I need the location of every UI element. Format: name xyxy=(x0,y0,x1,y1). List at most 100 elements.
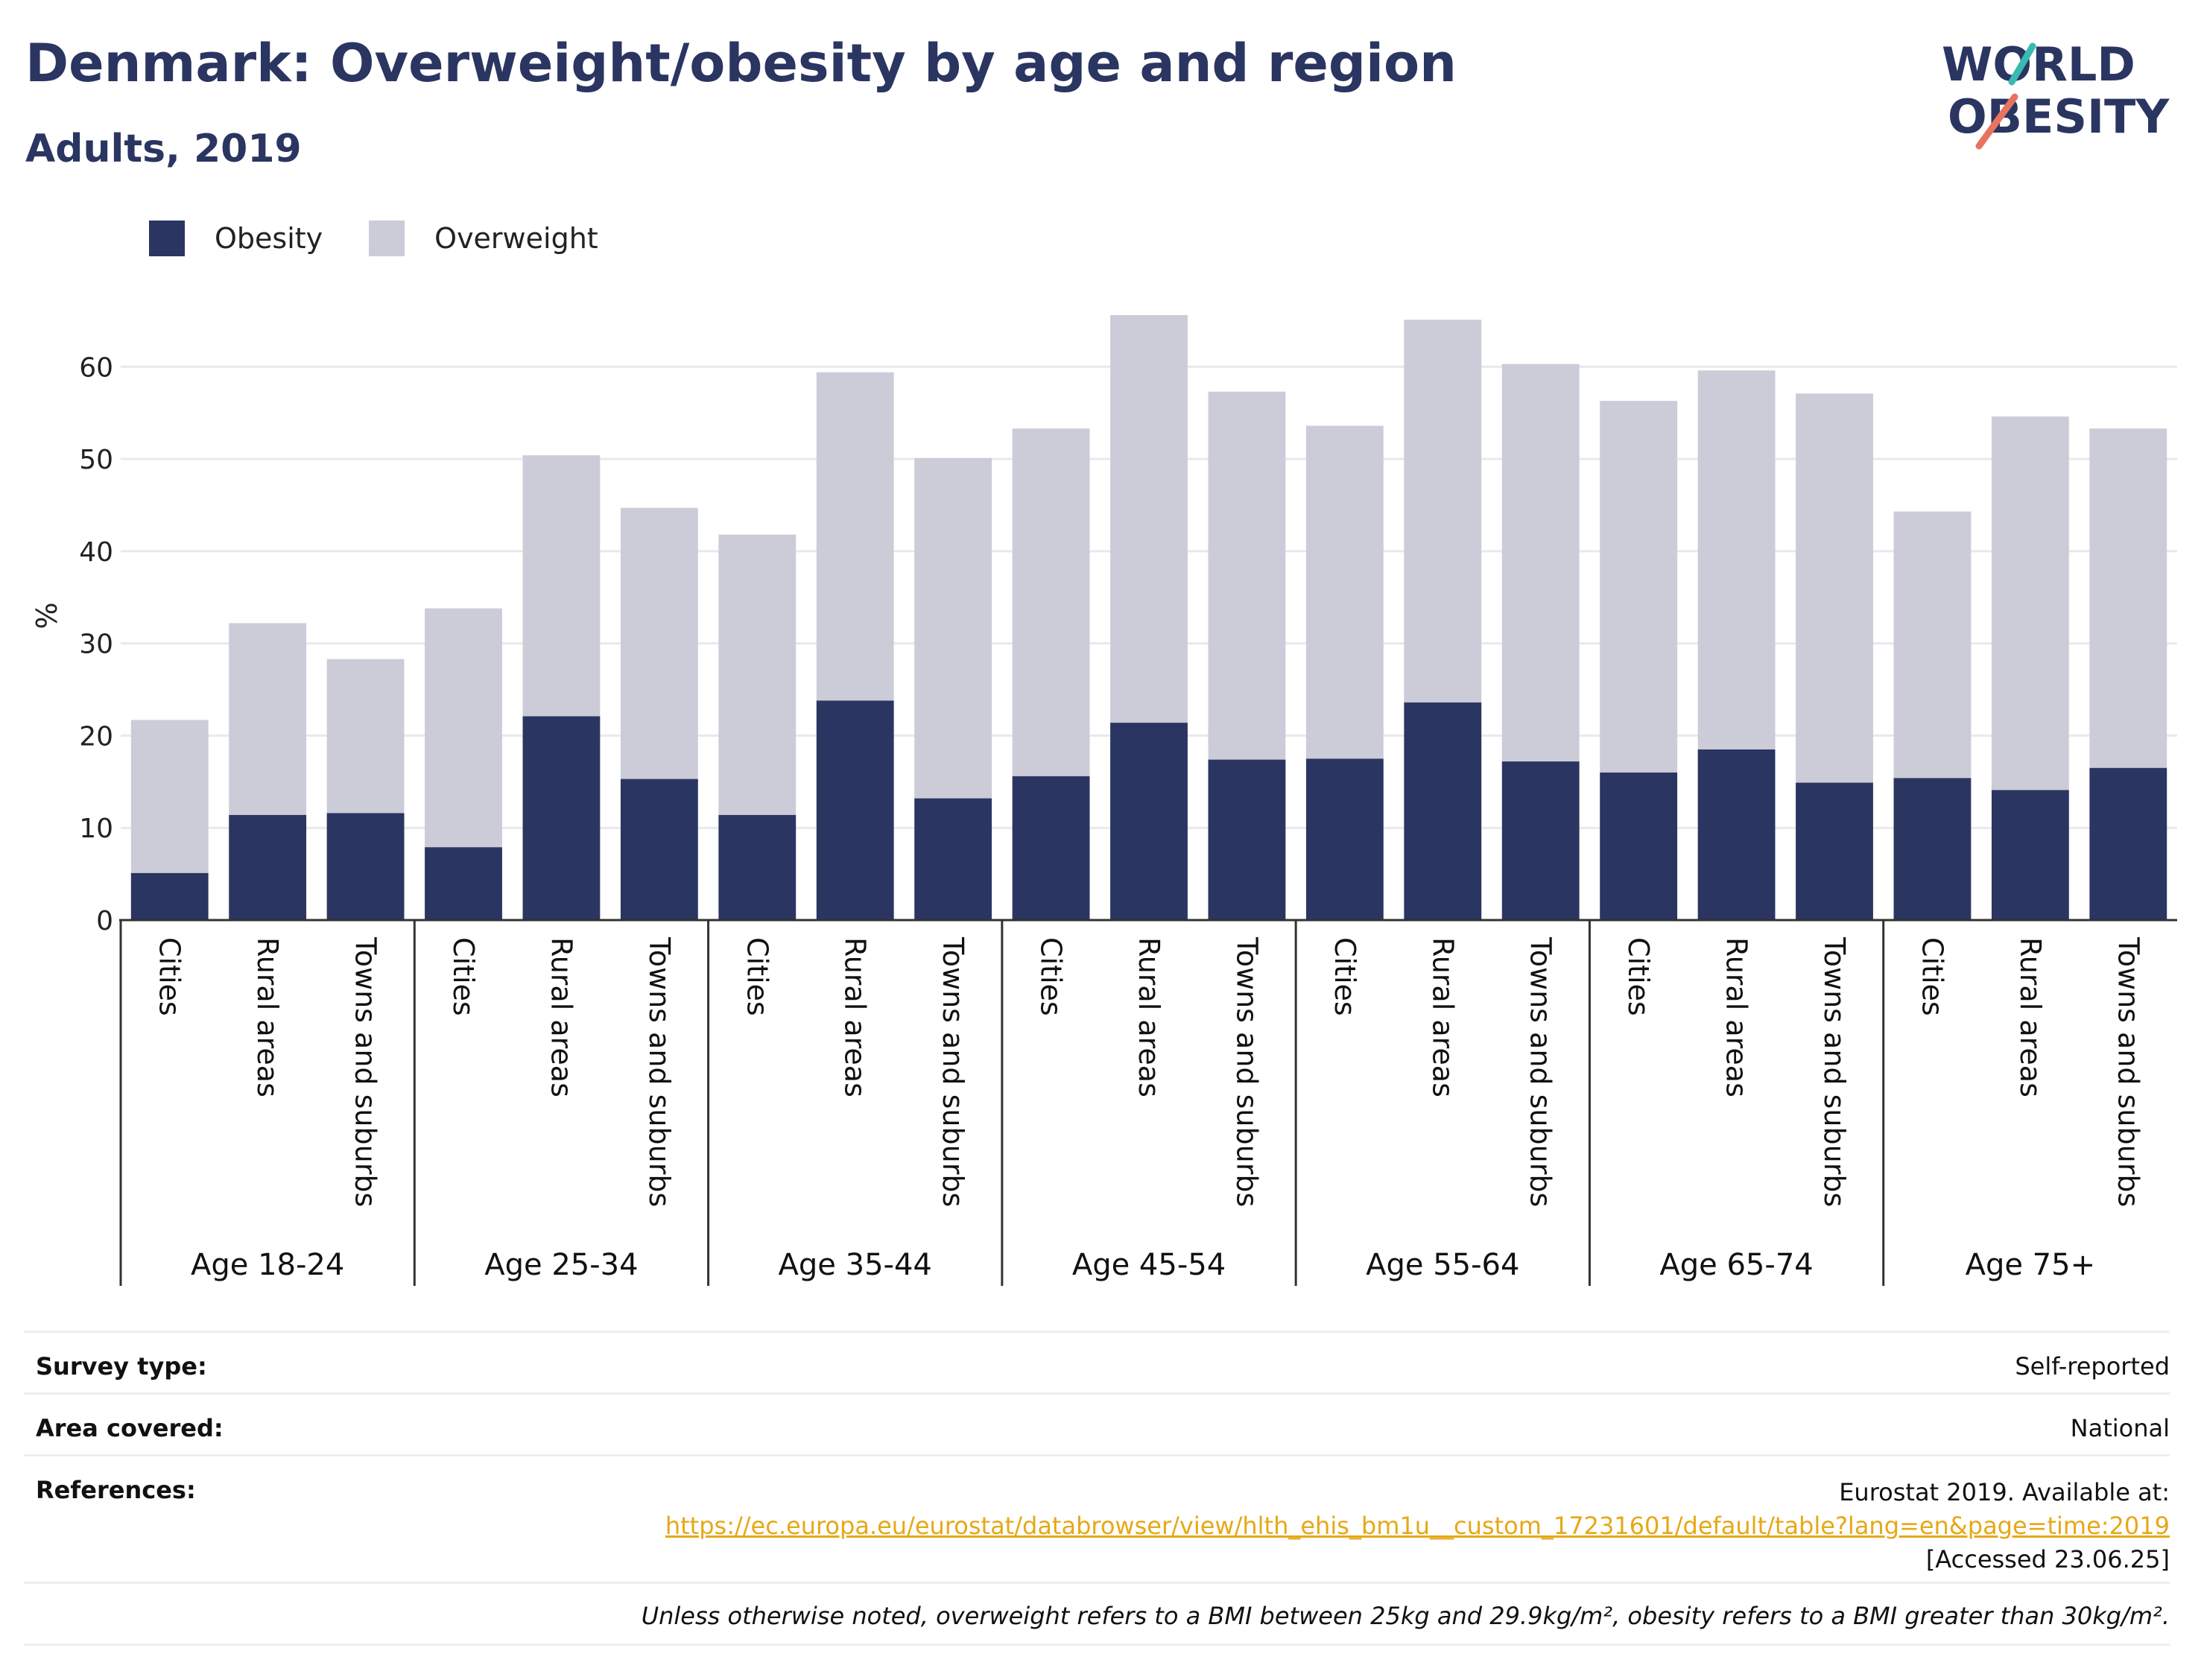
info-table: Survey type: Self-reported Area covered:… xyxy=(24,1331,2170,1646)
x-tick-label: Towns and suburbs xyxy=(643,936,676,1207)
x-tick-label: Cities xyxy=(1916,937,1948,1016)
y-tick-label: 40 xyxy=(79,537,113,568)
bar-obesity xyxy=(718,814,797,920)
bar-overweight xyxy=(229,623,307,815)
x-tick-label: Cities xyxy=(741,937,773,1016)
x-tick-label: Rural areas xyxy=(1720,937,1753,1097)
info-row-survey-type: Survey type: Self-reported xyxy=(24,1331,2170,1392)
group-label: Age 55-64 xyxy=(1366,1248,1519,1282)
info-row-references: References: Eurostat 2019. Available at:… xyxy=(24,1454,2170,1582)
x-tick-label: Towns and suburbs xyxy=(1230,936,1263,1207)
references-accessed: [Accessed 23.06.25] xyxy=(1925,1545,2170,1573)
info-row-footnote: Unless otherwise noted, overweight refer… xyxy=(24,1582,2170,1646)
bmi-footnote: Unless otherwise noted, overweight refer… xyxy=(641,1602,2170,1630)
x-tick-label: Cities xyxy=(1035,937,1068,1016)
bar-obesity xyxy=(914,798,992,920)
bar-overweight xyxy=(816,372,894,701)
x-tick-label: Rural areas xyxy=(839,937,872,1097)
bar-obesity xyxy=(425,847,502,920)
bar-overweight xyxy=(130,720,209,873)
x-tick-label: Towns and suburbs xyxy=(937,936,969,1207)
bar-overweight xyxy=(326,659,405,814)
bar-overweight xyxy=(718,534,797,815)
chart-legend: Obesity Overweight xyxy=(149,221,645,256)
bar-overweight xyxy=(620,507,698,779)
legend-swatch-obesity xyxy=(149,221,185,256)
bar-obesity xyxy=(229,814,307,920)
x-tick-label: Cities xyxy=(447,937,480,1016)
legend-label-obesity: Obesity xyxy=(215,222,323,255)
survey-type-label: Survey type: xyxy=(36,1352,207,1381)
bar-overweight xyxy=(1991,416,2069,790)
area-covered-value: National xyxy=(2070,1414,2170,1442)
x-tick-label: Rural areas xyxy=(2014,937,2047,1097)
bar-overweight xyxy=(2089,428,2167,768)
bar-overweight xyxy=(1893,511,1972,779)
y-tick-label: 30 xyxy=(79,630,113,660)
bar-obesity xyxy=(1404,702,1482,920)
bar-obesity xyxy=(1991,790,2069,920)
y-tick-label: 60 xyxy=(79,352,113,383)
x-tick-label: Cities xyxy=(153,937,186,1016)
bar-overweight xyxy=(1012,428,1090,776)
area-covered-label: Area covered: xyxy=(36,1414,224,1442)
y-axis-title: % xyxy=(31,602,63,629)
legend-item-overweight[interactable]: Overweight xyxy=(369,221,598,256)
references-source: Eurostat 2019. Available at: xyxy=(1839,1478,2170,1506)
bar-obesity xyxy=(1305,758,1384,920)
bar-overweight xyxy=(1305,425,1384,759)
references-link[interactable]: https://ec.europa.eu/eurostat/databrowse… xyxy=(665,1512,2170,1540)
group-label: Age 25-34 xyxy=(484,1248,638,1282)
bar-obesity xyxy=(1208,759,1286,920)
bar-obesity xyxy=(326,813,405,920)
bar-obesity xyxy=(1501,761,1580,920)
page-subtitle: Adults, 2019 xyxy=(25,127,302,171)
bar-obesity xyxy=(1893,778,1972,920)
bar-overweight xyxy=(1501,364,1580,762)
x-tick-label: Rural areas xyxy=(545,937,577,1097)
legend-item-obesity[interactable]: Obesity xyxy=(149,221,323,256)
group-label: Age 45-54 xyxy=(1072,1248,1226,1282)
stacked-bar-chart: 0 10 20 30 40 50 60% Cities Rural areas Towns and… xyxy=(31,314,2177,1286)
bar-overweight xyxy=(522,455,601,717)
group-label: Age 18-24 xyxy=(191,1248,344,1282)
svg-text:WORLD: WORLD xyxy=(1942,37,2135,92)
bar-overweight xyxy=(1600,401,1678,773)
page-title: Denmark: Overweight/obesity by age and r… xyxy=(25,33,1457,94)
x-tick-label: Rural areas xyxy=(1133,937,1165,1097)
group-label: Age 35-44 xyxy=(779,1248,932,1282)
x-tick-label: Cities xyxy=(1622,937,1655,1016)
bar-obesity xyxy=(1012,776,1090,920)
bar-obesity xyxy=(522,716,601,920)
references-value: Eurostat 2019. Available at: https://ec.… xyxy=(665,1476,2170,1576)
y-tick-label: 0 xyxy=(96,906,113,936)
group-label: Age 75+ xyxy=(1966,1248,2096,1282)
x-tick-label: Cities xyxy=(1329,937,1361,1016)
y-tick-label: 10 xyxy=(79,814,113,844)
x-tick-label: Towns and suburbs xyxy=(2112,936,2144,1207)
legend-label-overweight: Overweight xyxy=(434,222,598,255)
x-tick-label: Rural areas xyxy=(251,937,284,1097)
group-label: Age 65-74 xyxy=(1659,1248,1813,1282)
bar-overweight xyxy=(1208,391,1286,760)
bar-obesity xyxy=(620,779,698,920)
x-tick-label: Towns and suburbs xyxy=(349,936,382,1207)
world-obesity-logo: WORLD OBESITY xyxy=(1942,37,2170,150)
bar-obesity xyxy=(1697,749,1776,920)
y-tick-label: 20 xyxy=(79,721,113,752)
legend-swatch-overweight xyxy=(369,221,405,256)
bar-obesity xyxy=(130,872,209,920)
bar-overweight xyxy=(1404,320,1482,703)
x-tick-label: Rural areas xyxy=(1426,937,1459,1097)
bar-overweight xyxy=(914,457,992,799)
bar-obesity xyxy=(1110,723,1188,920)
bar-overweight xyxy=(1697,370,1776,749)
info-row-area: Area covered: National xyxy=(24,1392,2170,1454)
x-tick-label: Towns and suburbs xyxy=(1818,936,1851,1207)
y-tick-label: 50 xyxy=(79,445,113,475)
references-label: References: xyxy=(36,1476,196,1504)
bar-overweight xyxy=(1110,314,1188,723)
survey-type-value: Self-reported xyxy=(2015,1352,2170,1381)
bar-obesity xyxy=(1600,772,1678,920)
bar-obesity xyxy=(816,700,894,920)
